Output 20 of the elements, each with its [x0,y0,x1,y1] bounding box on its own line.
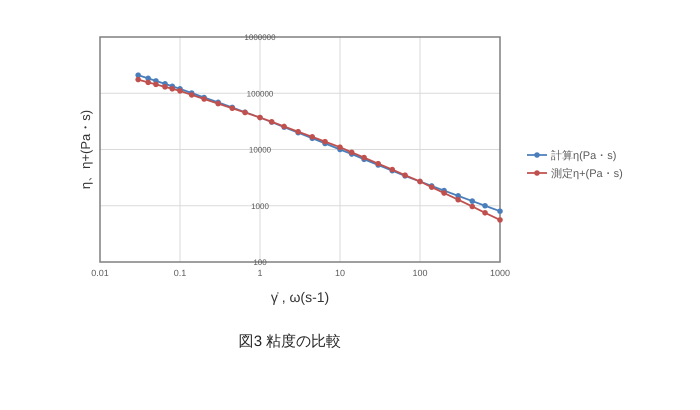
x-tick-label: 0.01 [91,268,109,278]
x-tick-label: 0.1 [174,268,186,278]
y-tick-label: 1000 [251,202,270,211]
point [482,202,488,209]
x-tick-label: 100 [412,268,428,278]
point [469,204,476,210]
x-tick-label: 1 [257,268,263,278]
point [482,210,488,216]
x-axis-title: γ̇ , ω(s-1) [270,289,330,305]
text: 図3 粘度の比較 [238,333,342,350]
x-tick-label: 1000 [490,268,510,278]
point [441,190,447,196]
y-tick-label: 100000 [246,89,274,98]
y-axis-title: η、η+(Pa・s) [78,110,93,190]
y-tick-label: 10000 [248,146,272,154]
point [469,198,476,204]
x-tick-label: 10 [334,268,346,278]
legend-label: 計算η(Pa・s) [551,149,616,162]
point [455,196,461,203]
legend-label: 測定η+(Pa・s) [551,167,623,180]
